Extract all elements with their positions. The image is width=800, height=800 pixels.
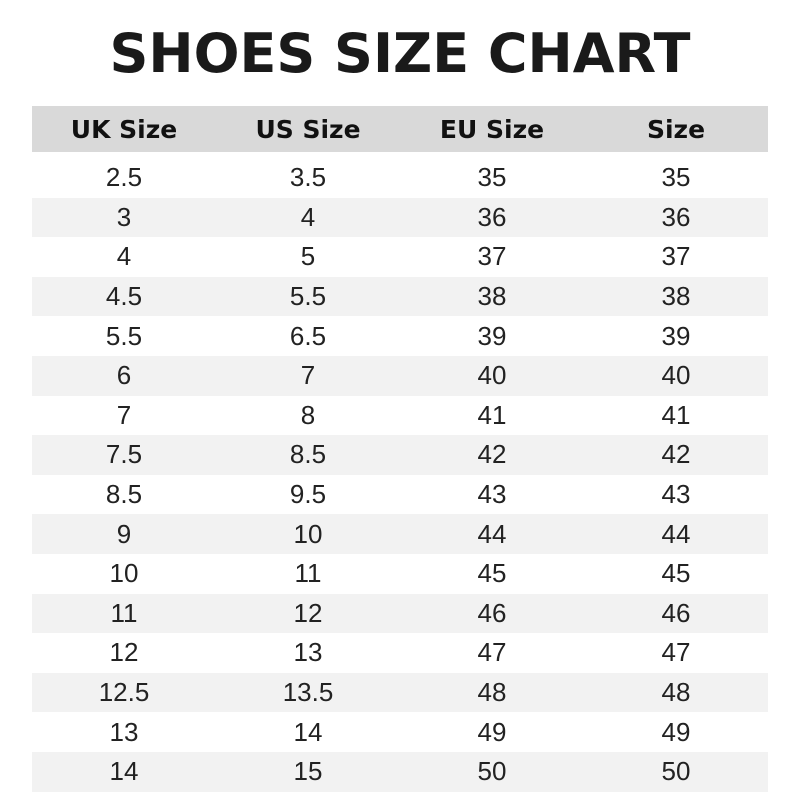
table-cell: 37: [661, 241, 691, 272]
table-cell: 35: [477, 162, 507, 193]
table-cell: 11: [110, 597, 138, 628]
table-row: 11 12 46 46: [32, 593, 768, 634]
table-cell: 8.5: [105, 479, 143, 510]
table-cell: 12.5: [98, 677, 150, 708]
table-cell: 36: [661, 201, 691, 232]
table-cell: 39: [661, 320, 691, 351]
table-cell: 8: [300, 399, 316, 430]
table-cell: 45: [477, 558, 507, 589]
table-cell: 38: [661, 281, 691, 312]
page-title: SHOES SIZE CHART: [109, 22, 691, 85]
table-cell: 44: [477, 518, 507, 549]
table-cell: 7: [116, 399, 132, 430]
header-us-size: US Size: [255, 114, 361, 144]
table-cell: 44: [661, 518, 691, 549]
table-cell: 48: [477, 677, 507, 708]
table-row: 14 15 50 50: [32, 751, 768, 792]
table-cell: 35: [661, 162, 691, 193]
table-row: 2.5 3.5 35 35: [32, 158, 768, 198]
table-cell: 5.5: [289, 281, 327, 312]
table-cell: 36: [477, 201, 507, 232]
table-row: 4.5 5.5 38 38: [32, 276, 768, 317]
table-cell: 7.5: [105, 439, 143, 470]
table-row: 13 14 49 49: [32, 712, 768, 752]
table-cell: 14: [109, 756, 139, 787]
table-header: UK Size US Size EU Size Size: [32, 106, 768, 152]
table-cell: 49: [661, 716, 691, 747]
table-cell: 42: [477, 439, 507, 470]
table-row: 3 4 36 36: [32, 197, 768, 238]
table-row: 4 5 37 37: [32, 237, 768, 277]
table-cell: 13.5: [282, 677, 334, 708]
table-cell: 15: [293, 756, 323, 787]
table-row: 10 11 45 45: [32, 554, 768, 594]
table-cell: 40: [661, 360, 691, 391]
table-row: 12.5 13.5 48 48: [32, 672, 768, 713]
table-cell: 50: [661, 756, 691, 787]
table-cell: 7: [300, 360, 316, 391]
table-cell: 41: [661, 399, 691, 430]
table-cell: 39: [477, 320, 507, 351]
table-cell: 50: [477, 756, 507, 787]
table-cell: 5.5: [105, 320, 143, 351]
table-cell: 10: [293, 518, 323, 549]
table-row: 7 8 41 41: [32, 396, 768, 436]
header-size: Size: [646, 114, 706, 144]
table-row: 9 10 44 44: [32, 514, 768, 554]
table-row: 7.5 8.5 42 42: [32, 435, 768, 475]
table-cell: 3.5: [289, 162, 327, 193]
table-cell: 37: [477, 241, 507, 272]
table-row: 8.5 9.5 43 43: [32, 475, 768, 515]
table-row: 6 7 40 40: [32, 355, 768, 396]
table-cell: 46: [477, 597, 507, 628]
table-cell: 13: [109, 716, 139, 747]
table-body: 2.5 3.5 35 35 3 4 36 36 4 5 37 37 4.5 5.5 38 38 5.5 6.5 39…: [32, 158, 768, 792]
table-cell: 14: [293, 716, 323, 747]
table-cell: 49: [477, 716, 507, 747]
table-row: 5.5 6.5 39 39: [32, 316, 768, 356]
table-cell: 41: [477, 399, 507, 430]
table-cell: 5: [300, 241, 316, 272]
table-cell: 48: [661, 677, 691, 708]
table-cell: 6.5: [289, 320, 327, 351]
table-cell: 47: [661, 637, 691, 668]
table-cell: 4: [116, 241, 132, 272]
header-eu-size: EU Size: [439, 114, 545, 144]
table-row: 12 13 47 47: [32, 633, 768, 673]
table-cell: 10: [109, 558, 139, 589]
table-cell: 43: [477, 479, 507, 510]
table-cell: 13: [293, 637, 323, 668]
size-table: UK Size US Size EU Size Size 2.5 3.5 35 35 3…: [32, 106, 768, 792]
table-cell: 8.5: [289, 439, 327, 470]
table-cell: 6: [116, 360, 132, 391]
table-cell: 38: [477, 281, 507, 312]
table-cell: 9.5: [289, 479, 327, 510]
table-cell: 3: [116, 201, 132, 232]
table-cell: 9: [116, 518, 132, 549]
table-cell: 4: [300, 201, 316, 232]
table-cell: 2.5: [105, 162, 143, 193]
table-cell: 43: [661, 479, 691, 510]
table-cell: 47: [477, 637, 507, 668]
table-cell: 12: [293, 597, 323, 628]
table-cell: 4.5: [105, 281, 143, 312]
table-cell: 45: [661, 558, 691, 589]
table-cell: 11: [294, 558, 322, 589]
header-uk-size: UK Size: [70, 114, 178, 144]
table-cell: 12: [109, 637, 139, 668]
table-cell: 46: [661, 597, 691, 628]
table-cell: 40: [477, 360, 507, 391]
table-cell: 42: [661, 439, 691, 470]
